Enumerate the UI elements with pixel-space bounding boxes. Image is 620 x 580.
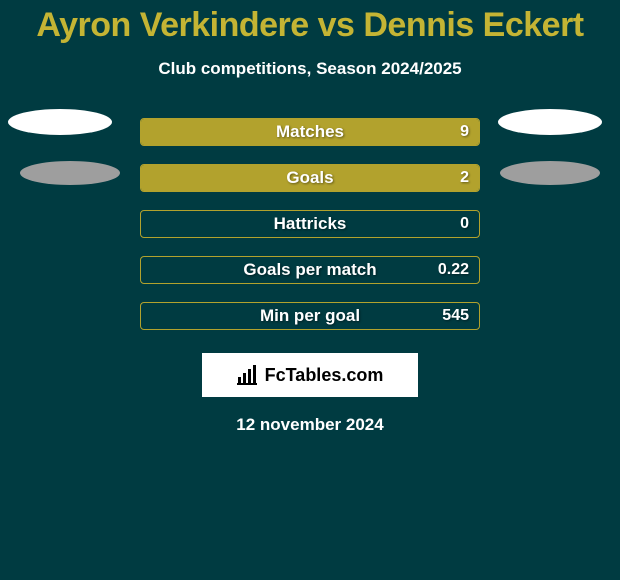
bar-chart-icon [237,365,259,385]
stat-row: Hattricks 0 [0,201,620,247]
stats-area: Matches 9 Goals 2 Hattricks 0 Goals per … [0,109,620,339]
stat-value: 9 [460,123,469,141]
branding-text: FcTables.com [265,365,384,386]
stat-value: 2 [460,169,469,187]
comparison-card: Ayron Verkindere vs Dennis Eckert Club c… [0,0,620,580]
branding-badge: FcTables.com [202,353,418,397]
page-subtitle: Club competitions, Season 2024/2025 [0,59,620,79]
stat-label: Matches [276,122,344,142]
stat-row: Matches 9 [0,109,620,155]
stat-value: 545 [442,307,469,325]
stat-label: Hattricks [274,214,347,234]
stat-value: 0.22 [438,261,469,279]
stat-label: Min per goal [260,306,360,326]
stat-bar-hattricks: Hattricks 0 [140,210,480,238]
stat-bar-min-per-goal: Min per goal 545 [140,302,480,330]
stat-label: Goals per match [243,260,376,280]
stat-label: Goals [286,168,333,188]
stat-value: 0 [460,215,469,233]
stat-bar-goals: Goals 2 [140,164,480,192]
stat-bar-goals-per-match: Goals per match 0.22 [140,256,480,284]
stat-row: Goals per match 0.22 [0,247,620,293]
stat-bar-matches: Matches 9 [140,118,480,146]
stat-row: Min per goal 545 [0,293,620,339]
stat-row: Goals 2 [0,155,620,201]
footer-date: 12 november 2024 [0,415,620,435]
page-title: Ayron Verkindere vs Dennis Eckert [0,0,620,45]
